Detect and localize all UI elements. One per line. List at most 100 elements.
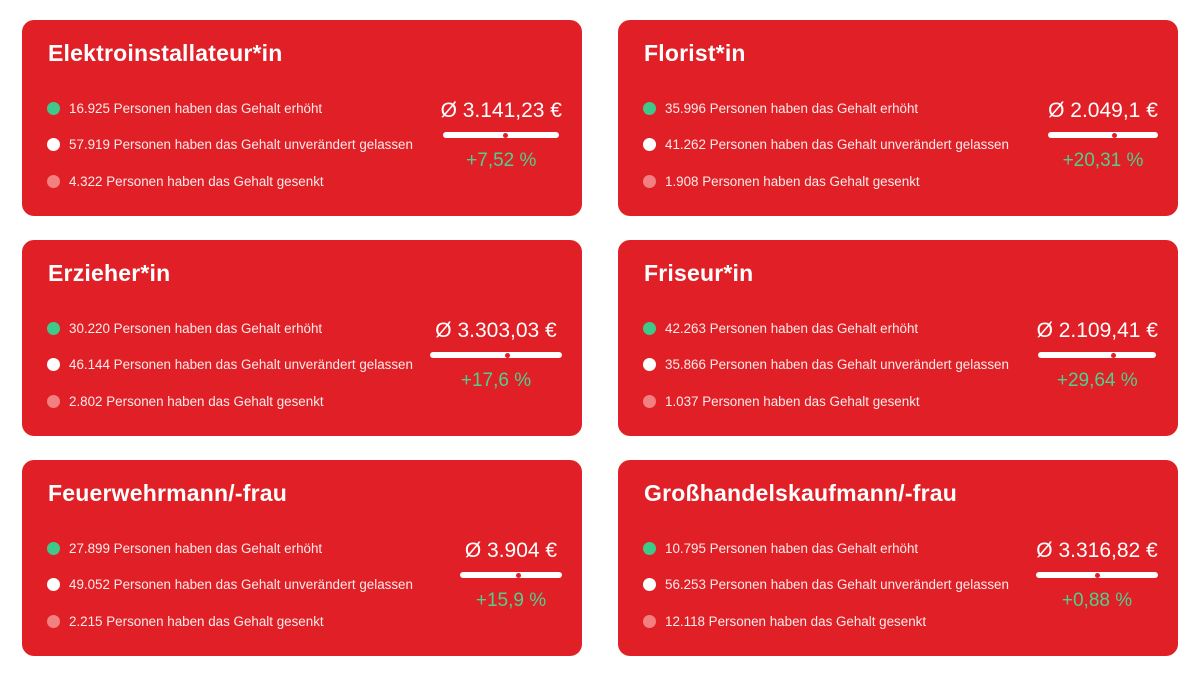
salary-stats: Ø 3.904 € +15,9 % [460,538,562,612]
row-increased: 30.220 Personen haben das Gehalt erhöht [47,310,413,347]
salary-range-bar [1036,572,1158,578]
card-title: Friseur*in [644,260,754,286]
row-unchanged: 56.253 Personen haben das Gehalt unverän… [643,567,1009,604]
salary-range-bar [430,352,562,358]
average-salary: Ø 3.904 € [464,539,558,562]
salary-change: +0,88 % [1061,590,1133,611]
pink-dot-icon [47,614,60,628]
row-unchanged: 57.919 Personen haben das Gehalt unverän… [47,127,413,164]
average-salary: Ø 3.316,82 € [1036,539,1158,562]
card-grosshandelskaufmann: Großhandelskaufmann/-frau 10.795 Persone… [618,460,1178,656]
row-unchanged: 41.262 Personen haben das Gehalt unverän… [643,127,1009,164]
green-dot-icon [643,101,656,115]
card-title: Elektroinstallateur*in [48,40,283,66]
row-increased: 10.795 Personen haben das Gehalt erhöht [643,530,1009,567]
pink-dot-icon [643,394,656,408]
row-label: 1.037 Personen haben das Gehalt gesenkt [665,393,920,409]
range-marker [515,572,521,578]
row-label: 35.866 Personen haben das Gehalt unverän… [665,357,1009,373]
row-unchanged: 35.866 Personen haben das Gehalt unverän… [643,347,1009,384]
range-marker [503,132,509,138]
row-label: 42.263 Personen haben das Gehalt erhöht [665,320,919,336]
card-friseur: Friseur*in 42.263 Personen haben das Geh… [618,240,1178,436]
row-decreased: 1.908 Personen haben das Gehalt gesenkt [643,163,1009,200]
row-label: 12.118 Personen haben das Gehalt gesenkt [665,613,927,629]
card-erzieher: Erzieher*in 30.220 Personen haben das Ge… [22,240,582,436]
average-salary: Ø 2.109,41 € [1036,319,1158,342]
row-label: 27.899 Personen haben das Gehalt erhöht [69,540,323,556]
row-label: 35.996 Personen haben das Gehalt erhöht [665,100,919,116]
row-decreased: 2.802 Personen haben das Gehalt gesenkt [47,383,413,420]
row-label: 2.215 Personen haben das Gehalt gesenkt [69,613,324,629]
stat-list: 42.263 Personen haben das Gehalt erhöht … [643,310,1009,420]
row-unchanged: 49.052 Personen haben das Gehalt unverän… [47,567,413,604]
row-label: 56.253 Personen haben das Gehalt unverän… [665,577,1009,593]
stat-list: 35.996 Personen haben das Gehalt erhöht … [643,90,1009,200]
range-marker [1111,132,1117,138]
card-elektroinstallateur: Elektroinstallateur*in 16.925 Personen h… [22,20,582,216]
white-dot-icon [47,578,60,592]
salary-stats: Ø 3.141,23 € +7,52 % [441,98,562,172]
salary-stats: Ø 3.316,82 € +0,88 % [1036,538,1158,612]
white-dot-icon [643,578,656,592]
green-dot-icon [643,541,656,555]
row-decreased: 2.215 Personen haben das Gehalt gesenkt [47,603,413,640]
pink-dot-icon [47,394,60,408]
green-dot-icon [47,541,60,555]
row-label: 41.262 Personen haben das Gehalt unverän… [665,137,1009,153]
row-label: 16.925 Personen haben das Gehalt erhöht [69,100,323,116]
salary-stats: Ø 2.049,1 € +20,31 % [1048,98,1158,172]
row-label: 46.144 Personen haben das Gehalt unverän… [69,357,413,373]
row-label: 30.220 Personen haben das Gehalt erhöht [69,320,323,336]
average-salary: Ø 3.141,23 € [440,99,562,122]
salary-change: +17,6 % [460,370,532,391]
average-salary: Ø 3.303,03 € [435,319,557,342]
card-title: Erzieher*in [48,260,171,286]
white-dot-icon [643,358,656,372]
white-dot-icon [643,138,656,152]
salary-change: +7,52 % [466,150,537,171]
white-dot-icon [47,138,60,152]
row-decreased: 4.322 Personen haben das Gehalt gesenkt [47,163,413,200]
row-label: 1.908 Personen haben das Gehalt gesenkt [665,173,920,189]
green-dot-icon [643,321,656,335]
pink-dot-icon [643,174,656,188]
row-increased: 27.899 Personen haben das Gehalt erhöht [47,530,413,567]
green-dot-icon [47,101,60,115]
salary-range-bar [460,572,562,578]
row-label: 49.052 Personen haben das Gehalt unverän… [69,577,413,593]
card-title: Großhandelskaufmann/-frau [644,480,957,506]
row-label: 4.322 Personen haben das Gehalt gesenkt [69,173,324,189]
range-marker [1111,352,1117,358]
salary-change: +29,64 % [1056,370,1138,391]
green-dot-icon [47,321,60,335]
range-marker [505,352,511,358]
stat-list: 16.925 Personen haben das Gehalt erhöht … [47,90,413,200]
row-increased: 16.925 Personen haben das Gehalt erhöht [47,90,413,127]
card-title: Florist*in [644,40,746,66]
stat-list: 10.795 Personen haben das Gehalt erhöht … [643,530,1009,640]
salary-stats: Ø 2.109,41 € +29,64 % [1037,318,1158,392]
card-feuerwehrmann: Feuerwehrmann/-frau 27.899 Personen habe… [22,460,582,656]
row-decreased: 1.037 Personen haben das Gehalt gesenkt [643,383,1009,420]
salary-range-bar [1048,132,1158,138]
row-decreased: 12.118 Personen haben das Gehalt gesenkt [643,603,1009,640]
range-marker [1094,572,1100,578]
salary-range-bar [1038,352,1157,358]
salary-change: +15,9 % [475,590,547,611]
row-unchanged: 46.144 Personen haben das Gehalt unverän… [47,347,413,384]
row-label: 57.919 Personen haben das Gehalt unverän… [69,137,413,153]
pink-dot-icon [47,174,60,188]
card-florist: Florist*in 35.996 Personen haben das Geh… [618,20,1178,216]
row-increased: 42.263 Personen haben das Gehalt erhöht [643,310,1009,347]
salary-change: +20,31 % [1062,150,1144,171]
salary-range-bar [443,132,560,138]
salary-stats: Ø 3.303,03 € +17,6 % [430,318,562,392]
row-label: 2.802 Personen haben das Gehalt gesenkt [69,393,324,409]
white-dot-icon [47,358,60,372]
pink-dot-icon [643,614,656,628]
card-title: Feuerwehrmann/-frau [48,480,287,506]
row-increased: 35.996 Personen haben das Gehalt erhöht [643,90,1009,127]
stat-list: 30.220 Personen haben das Gehalt erhöht … [47,310,413,420]
